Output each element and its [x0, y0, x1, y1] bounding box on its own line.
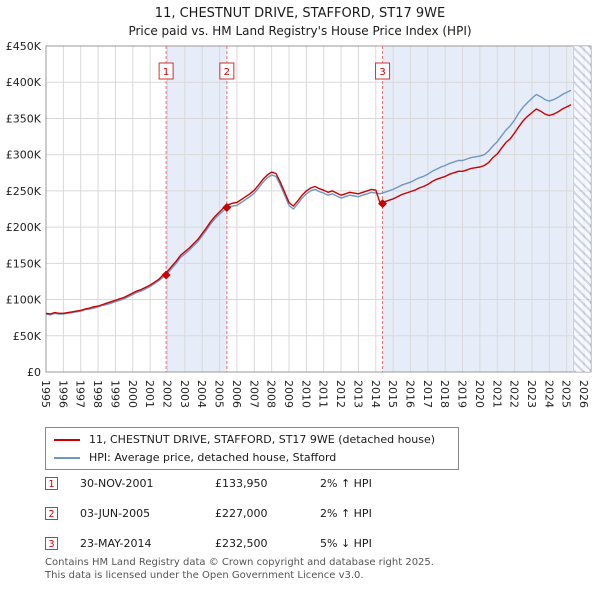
- svg-text:2023: 2023: [525, 380, 538, 408]
- svg-text:£300K: £300K: [6, 149, 42, 162]
- legend-item-hpi: HPI: Average price, detached house, Staf…: [54, 451, 450, 464]
- svg-text:1997: 1997: [74, 380, 87, 408]
- license-footer: Contains HM Land Registry data © Crown c…: [45, 556, 434, 582]
- svg-text:£50K: £50K: [13, 330, 42, 343]
- svg-text:2002: 2002: [160, 380, 173, 408]
- svg-text:2024: 2024: [542, 380, 555, 408]
- sale-hpi-delta: 2% ↑ HPI: [320, 477, 372, 490]
- sale-number-badge: 3: [45, 537, 58, 550]
- svg-text:2015: 2015: [386, 380, 399, 408]
- svg-text:2022: 2022: [508, 380, 521, 408]
- svg-text:2006: 2006: [230, 380, 243, 408]
- price-history-chart: 1995 1996 1997 1998 1999 2000 2001 2002 2003 2004…: [6, 40, 592, 408]
- svg-text:1: 1: [163, 67, 169, 78]
- svg-text:2011: 2011: [317, 380, 330, 408]
- svg-text:3: 3: [379, 67, 385, 78]
- svg-text:1999: 1999: [108, 380, 121, 408]
- page-subtitle: Price paid vs. HM Land Registry's House …: [128, 24, 472, 38]
- sale-number-badge: 2: [45, 507, 58, 520]
- sale-row-1: 1 30-NOV-2001 £133,950 2% ↑ HPI: [45, 477, 565, 492]
- footer-line-1: Contains HM Land Registry data © Crown c…: [45, 557, 434, 568]
- svg-text:2020: 2020: [473, 380, 486, 408]
- legend-line-red: [54, 438, 80, 441]
- svg-text:2003: 2003: [178, 380, 191, 408]
- svg-text:2004: 2004: [195, 380, 208, 408]
- sale-date: 30-NOV-2001: [80, 477, 154, 490]
- svg-text:2017: 2017: [421, 380, 434, 408]
- sale-date: 03-JUN-2005: [80, 507, 151, 520]
- svg-text:£100K: £100K: [6, 294, 42, 307]
- legend-label-property: 11, CHESTNUT DRIVE, STAFFORD, ST17 9WE (…: [89, 433, 436, 446]
- svg-text:2016: 2016: [403, 380, 416, 408]
- legend-label-hpi: HPI: Average price, detached house, Staf…: [89, 451, 337, 464]
- svg-text:£150K: £150K: [6, 257, 42, 270]
- legend-item-property: 11, CHESTNUT DRIVE, STAFFORD, ST17 9WE (…: [54, 433, 450, 446]
- sale-number-badge: 1: [45, 477, 58, 490]
- svg-text:2019: 2019: [456, 380, 469, 408]
- sale-price: £232,500: [215, 537, 268, 550]
- svg-text:2014: 2014: [369, 380, 382, 408]
- footer-line-2: This data is licensed under the Open Gov…: [45, 570, 364, 581]
- svg-text:2026: 2026: [577, 380, 590, 408]
- sale-price: £133,950: [215, 477, 268, 490]
- svg-text:2008: 2008: [265, 380, 278, 408]
- sale-date: 23-MAY-2014: [80, 537, 152, 550]
- svg-text:2000: 2000: [126, 380, 139, 408]
- svg-text:2025: 2025: [560, 380, 573, 408]
- sale-row-2: 2 03-JUN-2005 £227,000 2% ↑ HPI: [45, 507, 565, 522]
- svg-text:1996: 1996: [56, 380, 69, 408]
- svg-text:2010: 2010: [299, 380, 312, 408]
- svg-text:2018: 2018: [438, 380, 451, 408]
- svg-text:£350K: £350K: [6, 112, 42, 125]
- svg-text:2001: 2001: [143, 380, 156, 408]
- svg-text:£450K: £450K: [6, 40, 42, 53]
- svg-text:2021: 2021: [490, 380, 503, 408]
- svg-text:2013: 2013: [351, 380, 364, 408]
- page-title: 11, CHESTNUT DRIVE, STAFFORD, ST17 9WE: [154, 6, 446, 21]
- sale-hpi-delta: 2% ↑ HPI: [320, 507, 372, 520]
- chart-area: 1995 1996 1997 1998 1999 2000 2001 2002 2003 2004…: [0, 38, 600, 430]
- future-hatch-region: [572, 46, 591, 372]
- svg-text:£400K: £400K: [6, 76, 42, 89]
- sale-row-3: 3 23-MAY-2014 £232,500 5% ↓ HPI: [45, 537, 565, 552]
- svg-text:2007: 2007: [247, 380, 260, 408]
- svg-text:£200K: £200K: [6, 221, 42, 234]
- svg-text:£0: £0: [27, 366, 41, 379]
- svg-text:1998: 1998: [91, 380, 104, 408]
- chart-legend: 11, CHESTNUT DRIVE, STAFFORD, ST17 9WE (…: [45, 427, 459, 470]
- svg-text:2: 2: [224, 67, 230, 78]
- svg-text:1995: 1995: [39, 380, 52, 408]
- svg-text:2009: 2009: [282, 380, 295, 408]
- svg-text:2005: 2005: [213, 380, 226, 408]
- svg-text:2012: 2012: [334, 380, 347, 408]
- legend-line-blue: [54, 456, 80, 459]
- sale-hpi-delta: 5% ↓ HPI: [320, 537, 372, 550]
- sale-price: £227,000: [215, 507, 268, 520]
- svg-text:£250K: £250K: [6, 185, 42, 198]
